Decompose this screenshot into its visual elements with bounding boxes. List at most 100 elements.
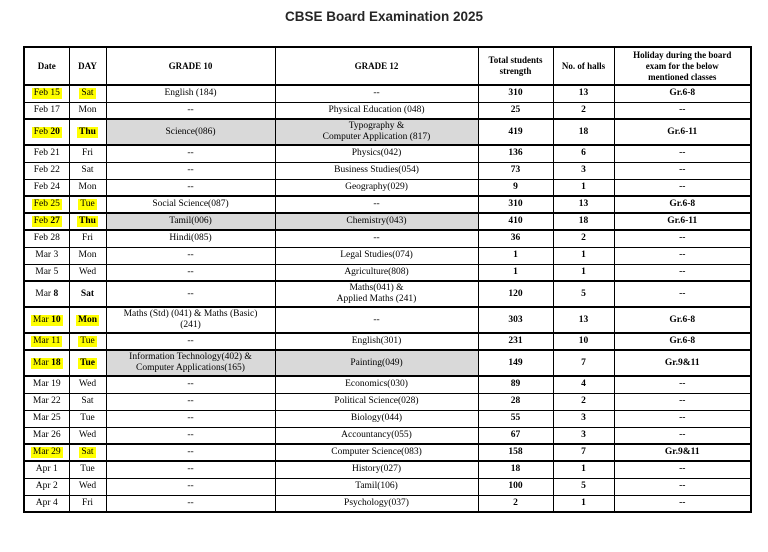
date-month: Mar (35, 266, 52, 277)
grade10-cell: -- (105, 426, 276, 445)
grade12-cell: Physics(042) (274, 144, 479, 163)
date-month: Feb (33, 104, 48, 115)
date-text: Apr 2 (36, 481, 58, 491)
date-cell: Mar 10 (23, 306, 70, 334)
date-cell: Mar 26 (23, 426, 70, 445)
date-cell: Mar 25 (23, 409, 70, 428)
date-text: Feb 24 (34, 182, 60, 192)
grade12-cell: Typography & Computer Application (817) (274, 118, 479, 146)
day-cell: Fri (68, 229, 107, 248)
date-text: Mar 3 (35, 250, 58, 260)
grade12-cell: Economics(030) (274, 375, 479, 394)
day-cell: Sat (68, 392, 107, 411)
date-month: Feb (33, 148, 48, 159)
date-number: 3 (53, 250, 59, 260)
day-cell: Wed (68, 426, 107, 445)
day-text: Mon (78, 181, 97, 192)
table-row: Feb 28 Fri Hindi(085) -- 36 2 -- (23, 229, 752, 248)
grade12-cell: English(301) (274, 332, 479, 351)
date-number: 1 (52, 464, 58, 475)
day-cell: Wed (68, 263, 107, 282)
holiday-cell: -- (613, 161, 752, 180)
date-highlight: Mar 11 (31, 336, 63, 347)
day-cell: Mon (68, 101, 107, 120)
date-cell: Mar 5 (23, 263, 70, 282)
day-cell: Sat (68, 443, 107, 462)
students-cell: 2 (477, 494, 554, 513)
date-cell: Feb 24 (23, 178, 70, 197)
students-cell: 36 (477, 229, 554, 248)
grade10-cell: -- (105, 409, 276, 428)
date-text: Mar 5 (35, 267, 58, 277)
table-row: Mar 19 Wed -- Economics(030) 89 4 -- (23, 375, 752, 394)
day-text: Tue (80, 413, 95, 423)
holiday-cell: -- (613, 477, 752, 496)
table-row: Feb 25 Tue Social Science(087) -- 310 13 Gr.6-… (23, 195, 752, 214)
date-number: 8 (53, 288, 59, 299)
halls-cell: 13 (552, 195, 615, 214)
day-cell: Tue (68, 409, 107, 428)
day-cell: Sat (68, 161, 107, 180)
day-cell: Mon (68, 178, 107, 197)
date-cell: Mar 11 (23, 332, 70, 351)
date-cell: Mar 19 (23, 375, 70, 394)
page-title: CBSE Board Examination 2025 (284, 9, 484, 24)
table-row: Feb 15 Sat English (184) -- 310 13 Gr.6-8 (23, 84, 752, 103)
day-cell: Tue (68, 332, 107, 351)
table-row: Mar 8 Sat -- Maths(041) & Applied Maths (24… (23, 280, 752, 308)
grade12-cell: -- (274, 84, 479, 103)
holiday-cell: -- (613, 178, 752, 197)
date-text: Feb 28 (34, 233, 60, 243)
date-cell: Mar 29 (23, 443, 70, 462)
holiday-cell: Gr.6-11 (613, 118, 752, 146)
date-number: 2 (52, 481, 58, 491)
date-cell: Feb 15 (23, 84, 70, 103)
students-cell: 55 (477, 409, 554, 428)
date-month: Mar (32, 413, 49, 423)
date-number: 22 (51, 396, 61, 406)
table-row: Feb 24 Mon -- Geography(029) 9 1 -- (23, 178, 752, 197)
grade12-cell: Political Science(028) (274, 392, 479, 411)
grade12-cell: Business Studies(054) (274, 161, 479, 180)
day-highlight: Sat (79, 88, 96, 100)
table-row: Mar 11 Tue -- English(301) 231 10 Gr.6-8 (23, 332, 752, 351)
day-text: Tue (80, 464, 95, 475)
grade12-cell: Accountancy(055) (274, 426, 479, 445)
grade10-cell: Science(086) (105, 118, 276, 146)
holiday-cell: -- (613, 375, 752, 394)
holiday-cell: Gr.6-8 (613, 84, 752, 103)
day-highlight: Tue (78, 199, 97, 210)
date-month: Apr (35, 464, 51, 475)
students-cell: 410 (477, 212, 554, 231)
date-cell: Feb 21 (23, 144, 70, 163)
date-number: 22 (50, 165, 60, 175)
halls-cell: 3 (552, 426, 615, 445)
halls-cell: 7 (552, 349, 615, 377)
date-text: Feb 21 (34, 148, 60, 158)
date-month: Feb (33, 88, 48, 99)
header-total-students: Total students strength (477, 46, 554, 86)
day-cell: Wed (68, 375, 107, 394)
date-number: 24 (50, 181, 60, 192)
students-cell: 25 (477, 101, 554, 120)
date-highlight: Feb 15 (31, 88, 62, 100)
date-month: Feb (33, 165, 48, 175)
students-cell: 1 (477, 246, 554, 265)
halls-cell: 18 (552, 212, 615, 231)
students-cell: 310 (477, 195, 554, 214)
date-highlight: Feb 20 (31, 126, 62, 138)
day-cell: Thu (68, 118, 107, 146)
students-cell: 73 (477, 161, 554, 180)
date-cell: Feb 25 (23, 195, 70, 214)
halls-cell: 5 (552, 280, 615, 308)
day-cell: Tue (68, 460, 107, 479)
day-text: Wed (78, 266, 97, 277)
halls-cell: 5 (552, 477, 615, 496)
table-row: Mar 18 Tue Information Technology(402) & C… (23, 349, 752, 377)
date-cell: Mar 18 (23, 349, 70, 377)
students-cell: 120 (477, 280, 554, 308)
date-highlight: Mar 10 (30, 314, 63, 326)
date-month: Apr (35, 497, 51, 508)
halls-cell: 1 (552, 263, 615, 282)
grade12-cell: Physical Education (048) (274, 101, 479, 120)
